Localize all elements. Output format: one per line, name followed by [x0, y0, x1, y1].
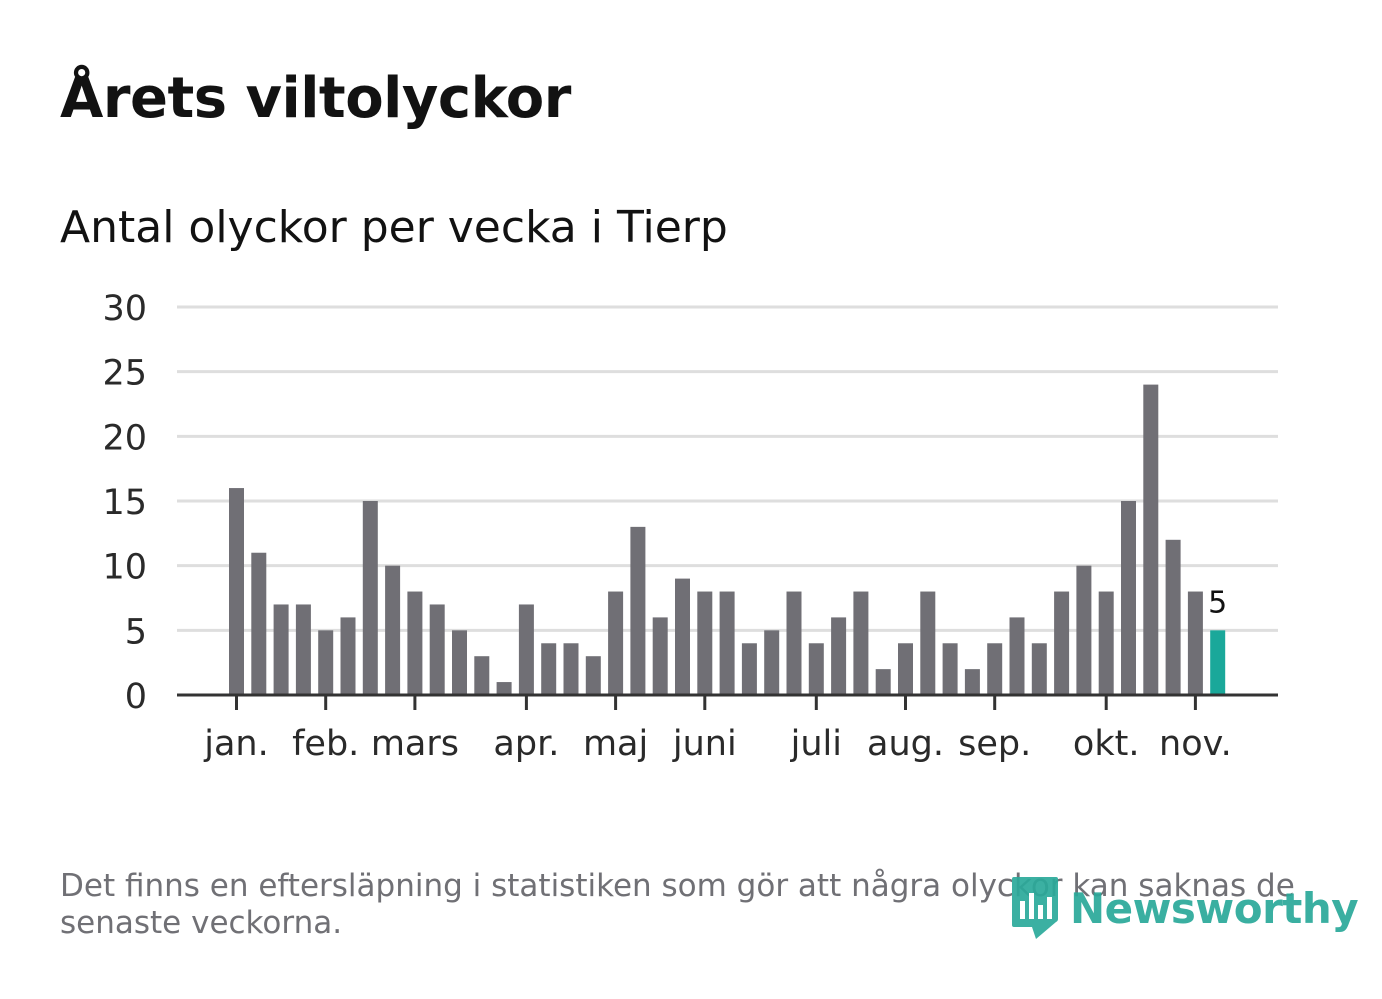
bar: [273, 604, 289, 695]
y-axis-labels: 0 5 10 15 20 25 30: [102, 289, 147, 717]
x-tick-label: juli: [790, 724, 842, 764]
bar: [786, 591, 802, 695]
bar: [563, 643, 579, 695]
data-label-latest: 5: [1208, 585, 1227, 620]
bar: [920, 591, 936, 695]
data-labels: 5: [1208, 585, 1227, 620]
bar: [1165, 539, 1181, 695]
bar: [429, 604, 445, 695]
x-tick-label: apr.: [493, 724, 559, 764]
y-tick-label: 30: [102, 289, 147, 329]
bar: [251, 552, 267, 695]
bar: [340, 617, 356, 695]
footnote: Det finns en eftersläpning i statistiken…: [60, 868, 1295, 941]
bar: [719, 591, 735, 695]
bar: [831, 617, 847, 695]
bar: [652, 617, 668, 695]
bar: [385, 565, 401, 695]
x-axis: [177, 693, 1278, 710]
newsworthy-logo-icon: [1012, 877, 1058, 939]
x-axis-labels: jan. feb. mars apr. maj juni juli aug. sep. okt. n…: [203, 724, 1232, 764]
bar: [452, 630, 467, 695]
newsworthy-logo-text: Newsworthy: [1070, 883, 1359, 933]
x-tick-label: jan.: [203, 724, 268, 764]
bar-chart: 0 5 10 15 20 25 30 jan. feb. mars apr. maj juni juli…: [102, 289, 1278, 764]
y-tick-label: 10: [102, 548, 147, 588]
bar: [964, 669, 980, 695]
bar: [541, 643, 557, 695]
x-tick-label: maj: [583, 724, 648, 764]
bar: [1143, 384, 1159, 695]
y-tick-label: 5: [125, 612, 147, 652]
bar: [1031, 643, 1047, 695]
bar-highlight: [1210, 630, 1226, 695]
bar: [808, 643, 824, 695]
x-tick-label: mars: [371, 724, 459, 764]
bar: [1076, 565, 1092, 695]
bar: [295, 604, 311, 695]
chart-subtitle: Antal olyckor per vecka i Tierp: [60, 202, 728, 253]
x-tick-label: sep.: [958, 724, 1031, 764]
bar: [318, 630, 334, 695]
x-tick-label: juni: [672, 724, 737, 764]
bar: [898, 643, 913, 695]
y-tick-label: 25: [102, 354, 147, 394]
bar: [1187, 591, 1203, 695]
bar: [1121, 501, 1136, 695]
bar: [1054, 591, 1070, 695]
bar: [853, 591, 869, 695]
bar: [496, 682, 512, 695]
bar: [608, 591, 624, 695]
bar: [675, 578, 690, 695]
grid-layer: [177, 305, 1278, 632]
newsworthy-logo: Newsworthy: [1010, 874, 1359, 942]
y-tick-label: 0: [125, 677, 147, 717]
bar: [875, 669, 891, 695]
x-tick-label: feb.: [292, 724, 359, 764]
bar: [764, 630, 780, 695]
bar: [630, 526, 646, 695]
bar: [942, 643, 958, 695]
bar: [1009, 617, 1025, 695]
y-tick-label: 15: [102, 483, 147, 523]
x-tick-label: aug.: [867, 724, 944, 764]
bar: [741, 643, 757, 695]
bars: [229, 384, 1226, 695]
bar: [474, 656, 490, 695]
page-title: Årets viltolyckor: [60, 66, 571, 131]
bar: [362, 501, 378, 695]
bar: [229, 488, 244, 695]
bar: [518, 604, 534, 695]
bar: [987, 643, 1003, 695]
y-tick-label: 20: [102, 418, 147, 458]
x-tick-label: okt.: [1073, 724, 1140, 764]
bar: [407, 591, 423, 695]
x-tick-label: nov.: [1159, 724, 1232, 764]
bar: [1098, 591, 1114, 695]
bar: [585, 656, 601, 695]
bar: [697, 591, 713, 695]
